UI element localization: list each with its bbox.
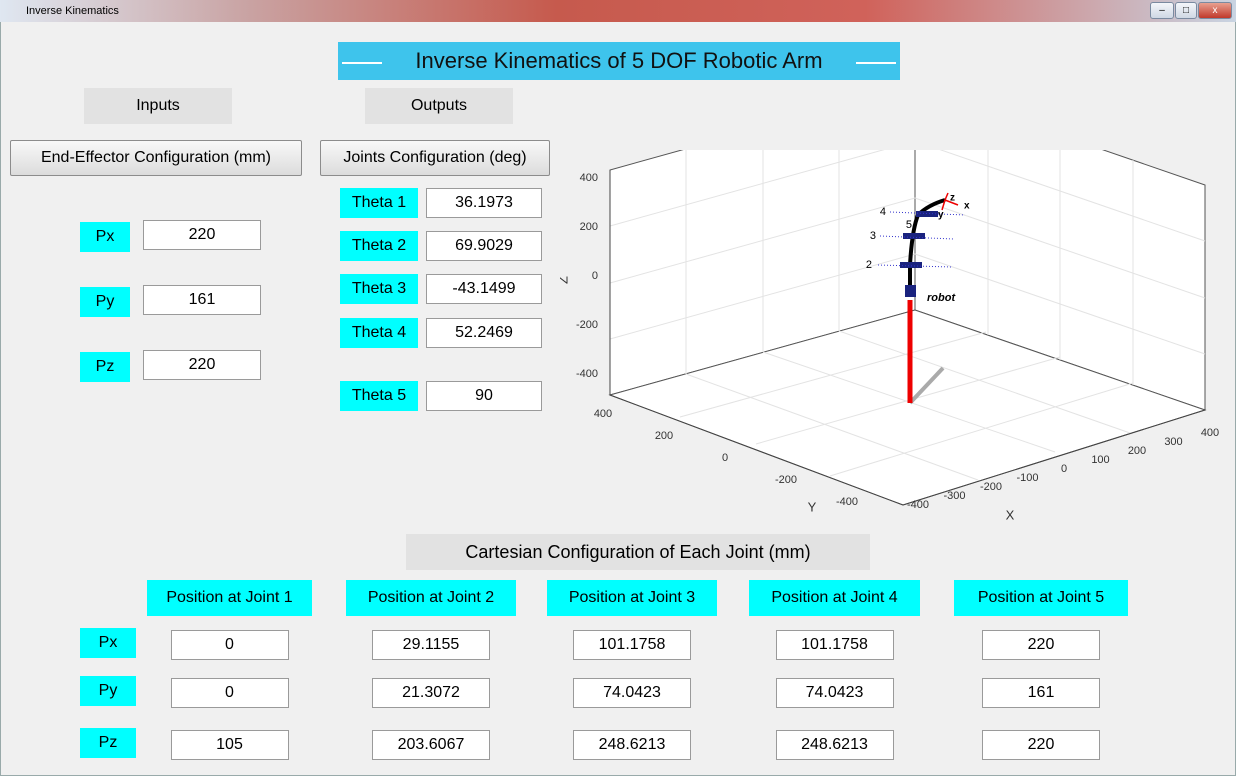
joint-label: 2 <box>866 259 872 271</box>
position-field: 74.0423 <box>775 678 894 708</box>
header-title: Inverse Kinematics of 5 DOF Robotic Arm <box>338 42 900 80</box>
position-field: 161 <box>982 678 1100 708</box>
plot-grid <box>608 150 1207 506</box>
x-tick-label: -300 <box>943 490 965 502</box>
x-tick-label: 100 <box>1091 454 1109 466</box>
position-field: 248.6213 <box>775 730 894 760</box>
minimize-button[interactable]: – <box>1150 2 1174 19</box>
z-tick-label: -200 <box>576 319 598 331</box>
theta-label: Theta 4 <box>340 318 418 348</box>
y-tick-label: -200 <box>775 474 797 486</box>
theta-label: Theta 2 <box>340 231 418 261</box>
y-axis-line <box>609 394 904 506</box>
inputs-label: Inputs <box>84 88 232 124</box>
frame-label: z <box>950 193 955 204</box>
joint-3 <box>903 233 925 239</box>
theta-label: Theta 1 <box>340 188 418 218</box>
input-field[interactable]: 220 <box>143 350 261 380</box>
close-button[interactable]: x <box>1198 2 1232 19</box>
x-tick-label: -400 <box>907 499 929 511</box>
z-tick-label: 400 <box>580 172 598 184</box>
y-tick-label: 200 <box>655 430 673 442</box>
x-tick-label: -100 <box>1016 472 1038 484</box>
joint-4 <box>916 211 938 217</box>
theta-label: Theta 5 <box>340 381 418 411</box>
input-label: Py <box>80 287 130 317</box>
window-title: Inverse Kinematics <box>26 5 119 17</box>
column-header: Position at Joint 1 <box>147 580 312 616</box>
position-field: 101.1758 <box>775 630 894 660</box>
y-tick-label: 0 <box>722 452 728 464</box>
row-label: Pz <box>80 728 136 758</box>
base-shadow <box>908 366 945 405</box>
joint-label: 4 <box>880 206 886 218</box>
column-header: Position at Joint 2 <box>346 580 516 616</box>
x-axis-line <box>902 409 1206 506</box>
x-tick-label: 0 <box>1061 463 1067 475</box>
cartesian-title: Cartesian Configuration of Each Joint (m… <box>406 534 870 570</box>
y-tick-label: 400 <box>594 408 612 420</box>
input-field[interactable]: 161 <box>143 285 261 315</box>
robot <box>877 192 966 405</box>
position-field: 220 <box>982 730 1100 760</box>
theta-field: 52.2469 <box>426 318 542 348</box>
z-tick-label: 0 <box>592 270 598 282</box>
x-tick-label: 400 <box>1201 427 1219 439</box>
frame-label: y <box>938 210 944 221</box>
y-axis-label: Y <box>808 499 817 514</box>
row-label: Px <box>80 628 136 658</box>
end-effector-button[interactable]: End-Effector Configuration (mm) <box>10 140 302 176</box>
z-tick-label: 200 <box>580 221 598 233</box>
theta-field: 69.9029 <box>426 231 542 261</box>
input-field[interactable]: 220 <box>143 220 261 250</box>
z-tick-label: -400 <box>576 368 598 380</box>
end-frame <box>941 192 959 211</box>
theta-label: Theta 3 <box>340 274 418 304</box>
position-field: 0 <box>170 630 289 660</box>
joint-1 <box>905 285 916 297</box>
input-label: Pz <box>80 352 130 382</box>
outputs-label: Outputs <box>365 88 513 124</box>
title-bar: Inverse Kinematics <box>0 0 1236 22</box>
column-header: Position at Joint 4 <box>749 580 920 616</box>
theta-field: 36.1973 <box>426 188 542 218</box>
robot-label: robot <box>927 292 956 304</box>
x-axis-label: X <box>1006 507 1015 522</box>
joint-2 <box>900 262 922 268</box>
column-header: Position at Joint 5 <box>954 580 1128 616</box>
robot-plot: 400 200 0 -200 -400 400 200 0 -200 -400 -400 -300 -2… <box>560 150 1219 522</box>
position-field: 21.3072 <box>372 678 490 708</box>
x-tick-label: 200 <box>1128 445 1146 457</box>
joint-label: 5 <box>906 219 912 231</box>
position-field: 74.0423 <box>573 678 691 708</box>
position-field: 29.1155 <box>372 630 490 660</box>
x-tick-label: 300 <box>1164 436 1182 448</box>
y-tick-label: -400 <box>836 496 858 508</box>
position-field: 0 <box>170 678 289 708</box>
frame-label: x <box>964 201 970 212</box>
position-field: 101.1758 <box>573 630 691 660</box>
position-field: 203.6067 <box>372 730 490 760</box>
theta-field: -43.1499 <box>426 274 542 304</box>
maximize-button[interactable]: □ <box>1175 2 1197 19</box>
row-label: Py <box>80 676 136 706</box>
x-tick-label: -200 <box>980 481 1002 493</box>
joints-button[interactable]: Joints Configuration (deg) <box>320 140 550 176</box>
input-label: Px <box>80 222 130 252</box>
joint-label: 3 <box>870 230 876 242</box>
position-field: 248.6213 <box>573 730 691 760</box>
column-header: Position at Joint 3 <box>547 580 717 616</box>
z-axis-label: Z <box>560 276 570 284</box>
joint-axes <box>877 211 966 268</box>
theta-field: 90 <box>426 381 542 411</box>
position-field: 105 <box>170 730 289 760</box>
position-field: 220 <box>982 630 1100 660</box>
